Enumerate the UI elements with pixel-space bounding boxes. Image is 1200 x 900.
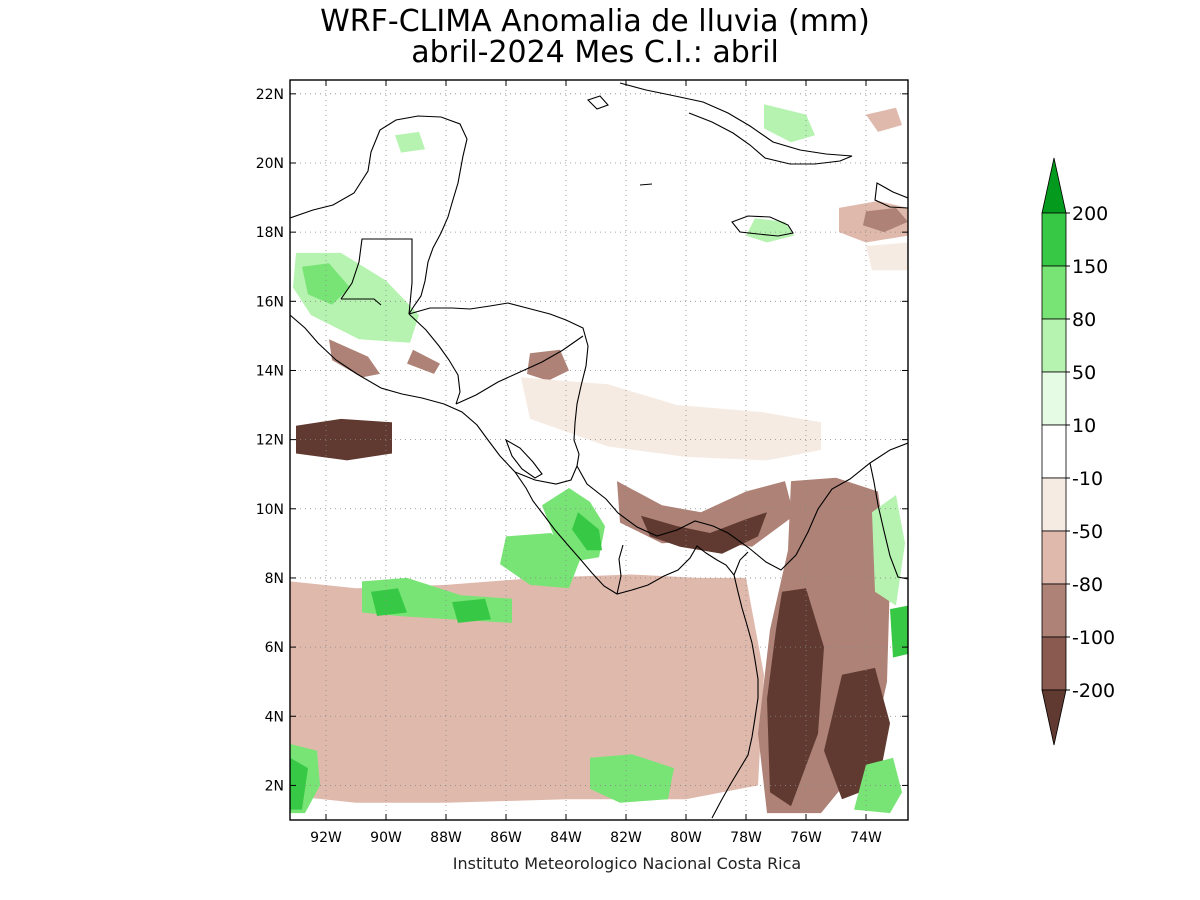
anomaly-region [296, 418, 392, 461]
tick-label-lon: 80W [670, 830, 702, 846]
map-title: WRF-CLIMA Anomalia de lluvia (mm) [320, 4, 870, 39]
colorbar-label: 150 [1072, 256, 1108, 278]
tick-label-lon: 88W [430, 830, 462, 846]
anomaly-region [890, 605, 908, 658]
tick-label-lat: 10N [256, 502, 284, 518]
anomaly-region [863, 207, 908, 233]
border-guatemala-south [341, 298, 382, 306]
border-panama-colombia [733, 551, 749, 576]
tick-label-lon: 90W [370, 830, 402, 846]
anomaly-region [407, 349, 440, 374]
coastline-hispaniola [874, 182, 908, 209]
border-colombia-venezuela [869, 462, 908, 580]
coastlines [290, 82, 908, 819]
coastline-mexico-guatemala [290, 115, 468, 315]
anomaly-region [590, 754, 674, 803]
coastline-panama-colombia [576, 442, 908, 571]
tick-label-lon: 82W [610, 830, 642, 846]
tick-label-lat: 18N [256, 225, 284, 241]
colorbar-label: 200 [1072, 203, 1108, 225]
colorbar-bin [1041, 636, 1067, 691]
colorbar-bin [1041, 424, 1067, 479]
coastline-cayman [639, 183, 653, 186]
colorbar-label: -200 [1072, 680, 1115, 702]
anomaly-region [290, 574, 764, 803]
tick-label-lon: 92W [310, 830, 342, 846]
border-guatemala-north [340, 238, 413, 315]
tick-label-lon: 84W [550, 830, 582, 846]
colorbar-bin [1041, 212, 1067, 267]
anomaly-region [641, 512, 767, 554]
anomaly-region [527, 349, 569, 381]
anomaly-region [866, 107, 902, 132]
anomaly-region [767, 588, 824, 807]
colorbar: 200 150 80 50 10 -10 -50 -80 -100 -200 [1041, 157, 1115, 746]
coastline-isla-juventud [586, 95, 609, 110]
credit-text: Instituto Meteorologico Nacional Costa R… [453, 854, 801, 873]
colorbar-label: -10 [1072, 468, 1103, 490]
tick-label-lat: 6N [265, 640, 284, 656]
lat-lon-grid [290, 80, 908, 820]
anomaly-region [371, 588, 407, 616]
anomaly-region [572, 512, 602, 551]
anomaly-region [500, 533, 581, 589]
anomaly-region [395, 131, 425, 153]
colorbar-label: 80 [1072, 309, 1096, 331]
colorbar-bin [1041, 530, 1067, 585]
anomaly-region [302, 263, 350, 305]
axis-ticks: 92W 90W 88W 86W 84W 82W 80W 78W 76W 74W 22N 20N 18N 1… [256, 80, 908, 846]
tick-label-lon: 76W [790, 830, 822, 846]
anomaly-region [764, 104, 815, 143]
anomaly-region [452, 598, 491, 623]
tick-label-lat: 4N [265, 709, 284, 725]
colorbar-label: 50 [1072, 362, 1096, 384]
anomaly-region [290, 757, 308, 810]
colorbar-bin [1041, 477, 1067, 532]
coastline-honduras-nicaragua [408, 302, 589, 467]
tick-label-lat: 20N [256, 156, 284, 172]
coastline-jamaica [731, 215, 794, 237]
colorbar-bin [1041, 371, 1067, 426]
coastline-pacific [290, 314, 759, 819]
colorbar-arrow-top [1041, 157, 1067, 214]
tick-label-lat: 16N [256, 294, 284, 310]
tick-label-lat: 22N [256, 87, 284, 103]
tick-label-lat: 12N [256, 433, 284, 449]
anomaly-region [329, 339, 380, 378]
border-honduras-west [408, 313, 461, 405]
colorbar-bin [1041, 583, 1067, 638]
colorbar-label: -80 [1072, 574, 1103, 596]
anomaly-region [854, 757, 902, 814]
colorbar-label: 10 [1072, 415, 1096, 437]
map-subtitle: abril-2024 Mes C.I.: abril [411, 35, 779, 70]
border-costarica-panama [616, 544, 624, 595]
colorbar-label: -50 [1072, 521, 1103, 543]
anomaly-region [746, 218, 794, 243]
colorbar-arrow-bottom [1041, 689, 1067, 746]
border-nicaragua-costarica [514, 465, 578, 485]
tick-label-lat: 8N [265, 571, 284, 587]
colorbar-bin [1041, 318, 1067, 373]
map-frame [289, 79, 909, 821]
colorbar-bin [1041, 265, 1067, 320]
anomaly-region [866, 242, 908, 271]
tick-label-lon: 86W [490, 830, 522, 846]
coastline-cuba [619, 82, 853, 165]
tick-label-lat: 14N [256, 363, 284, 379]
tick-label-lon: 74W [850, 830, 882, 846]
tick-label-lat: 2N [265, 778, 284, 794]
border-honduras-nicaragua [455, 335, 584, 405]
map-panel: 92W 90W 88W 86W 84W 82W 80W 78W 76W 74W 22N 20N 18N 1… [256, 79, 909, 846]
colorbar-label: -100 [1072, 627, 1115, 649]
tick-label-lon: 78W [730, 830, 762, 846]
lake-nicaragua [504, 438, 543, 479]
